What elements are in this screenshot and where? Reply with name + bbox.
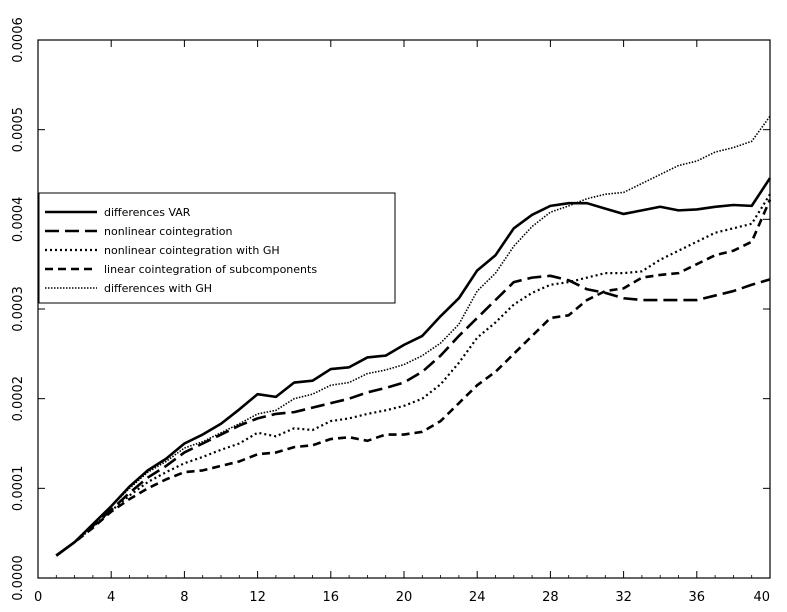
y-tick-label: 0.0003 — [11, 286, 26, 332]
series-line-3 — [55, 193, 771, 557]
legend-label-3: nonlinear cointegration with GH — [104, 244, 280, 257]
x-tick-label: 40 — [753, 590, 770, 605]
legend-label-4: linear cointegration of subcomponents — [104, 263, 317, 276]
y-tick-label: 0.0006 — [11, 17, 26, 63]
legend-label-5: differences with GH — [104, 282, 212, 295]
y-tick-label: 0.0005 — [11, 107, 26, 153]
y-tick-label: 0.0001 — [11, 466, 26, 512]
x-tick-label: 32 — [615, 590, 632, 605]
series-line-1 — [55, 177, 772, 557]
x-tick-label: 4 — [107, 590, 115, 605]
series-layer — [55, 115, 772, 557]
legend-box — [38, 192, 396, 304]
x-tick-label: 12 — [249, 590, 266, 605]
x-tick-label: 20 — [396, 590, 413, 605]
y-tick-label: 0.0002 — [11, 376, 26, 422]
y-tick-label: 0.0004 — [11, 197, 26, 243]
y-tick-label: 0.0000 — [11, 555, 26, 601]
plot-frame — [37, 39, 771, 579]
series-line-5 — [55, 115, 771, 557]
legend-label-2: nonlinear cointegration — [104, 225, 233, 238]
series-line-2 — [55, 274, 771, 557]
x-tick-label: 0 — [34, 590, 42, 605]
x-tick-label: 28 — [542, 590, 559, 605]
y-axis: 0.0000 0.0001 0.0002 0.0003 0.0004 0.0005 0.00… — [11, 17, 770, 601]
x-tick-label: 16 — [323, 590, 340, 605]
legend-label-1: differences VAR — [104, 206, 191, 219]
legend: differences VAR nonlinear cointegration no… — [38, 192, 396, 304]
x-tick-label: 8 — [180, 590, 188, 605]
series-line-4 — [55, 199, 772, 557]
x-tick-label: 36 — [689, 590, 706, 605]
x-tick-label: 24 — [469, 590, 486, 605]
x-axis: 0 4 8 12 16 20 24 28 32 36 40 — [34, 40, 771, 605]
